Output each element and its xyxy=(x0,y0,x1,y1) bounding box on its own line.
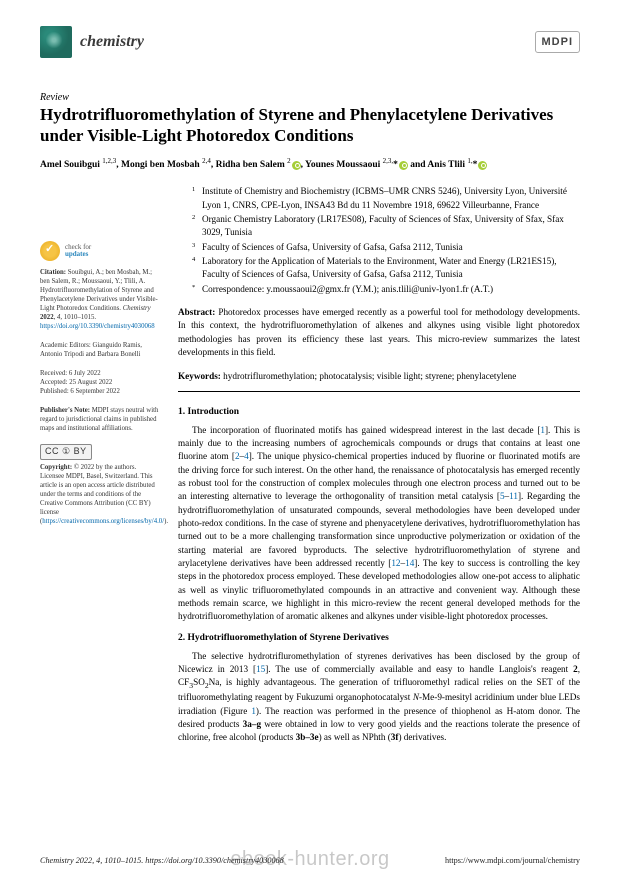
keywords-text: hydrotrifluromethylation; photocatalysis… xyxy=(223,371,516,381)
page: chemistry MDPI Review Hydrotrifluorometh… xyxy=(0,0,620,877)
date-published: Published: 6 September 2022 xyxy=(40,388,160,397)
affiliation-item: 4Laboratory for the Application of Mater… xyxy=(192,255,580,282)
check-updates-text: check for updates xyxy=(65,244,91,259)
publisher-note-block: Publisher's Note: MDPI stays neutral wit… xyxy=(40,407,160,434)
abstract-text: Photoredox processes have emerged recent… xyxy=(178,307,580,357)
pubnote-label: Publisher's Note: xyxy=(40,407,90,414)
article-type: Review xyxy=(40,92,580,103)
date-accepted: Accepted: 25 August 2022 xyxy=(40,379,160,388)
article-title: Hydrotrifluoromethylation of Styrene and… xyxy=(40,105,580,146)
affiliation-item: 2Organic Chemistry Laboratory (LR17ES08)… xyxy=(192,213,580,240)
watermark: ebook-hunter.org xyxy=(230,848,389,871)
journal-logo-icon xyxy=(40,26,72,58)
affiliation-item: 1Institute of Chemistry and Biochemistry… xyxy=(192,185,580,212)
section-1-heading: 1. Introduction xyxy=(178,406,580,420)
dates-block: Received: 6 July 2022 Accepted: 25 Augus… xyxy=(40,370,160,397)
citation-label: Citation: xyxy=(40,269,66,276)
journal-brand: chemistry xyxy=(40,26,144,58)
correspondence-item: *Correspondence: y.moussaoui2@gmx.fr (Y.… xyxy=(192,283,580,296)
divider xyxy=(178,391,580,392)
publisher-logo: MDPI xyxy=(535,31,581,53)
abstract: Abstract: Photoredox processes have emer… xyxy=(178,306,580,359)
affiliation-item: 3Faculty of Sciences of Gafsa, Universit… xyxy=(192,241,580,254)
section-2-body: The selective hydrotrifluromethylation o… xyxy=(178,650,580,745)
editors-label: Academic Editors: xyxy=(40,342,91,349)
check-for-updates[interactable]: check for updates xyxy=(40,241,160,261)
affiliation-list: 1Institute of Chemistry and Biochemistry… xyxy=(192,185,580,296)
editors-block: Academic Editors: Gianguido Ramis, Anton… xyxy=(40,342,160,360)
date-received: Received: 6 July 2022 xyxy=(40,370,160,379)
copyright-text: © 2022 by the authors. Licensee MDPI, Ba… xyxy=(40,464,168,525)
check-updates-icon xyxy=(40,241,60,261)
cc-by-icon: CC ① BY xyxy=(40,444,92,460)
sidebar: check for updates Citation: Souibgui, A.… xyxy=(40,185,160,752)
author-list: Amel Souibgui 1,2,3, Mongi ben Mosbah 2,… xyxy=(40,156,580,173)
header-row: chemistry MDPI xyxy=(40,26,580,58)
citation-block: Citation: Souibgui, A.; ben Mosbah, M.; … xyxy=(40,269,160,332)
two-column-layout: check for updates Citation: Souibgui, A.… xyxy=(40,185,580,752)
citation-text: Souibgui, A.; ben Mosbah, M.; ben Salem,… xyxy=(40,269,158,330)
section-2-heading: 2. Hydrotrifluoromethylation of Styrene … xyxy=(178,632,580,646)
main-column: 1Institute of Chemistry and Biochemistry… xyxy=(178,185,580,752)
section-1-body: The incorporation of fluorinated motifs … xyxy=(178,424,580,624)
footer-right: https://www.mdpi.com/journal/chemistry xyxy=(445,856,580,865)
journal-name: chemistry xyxy=(80,33,144,51)
keywords: Keywords: hydrotrifluromethylation; phot… xyxy=(178,370,580,383)
license-block: CC ① BY Copyright: © 2022 by the authors… xyxy=(40,444,160,527)
copyright-label: Copyright: xyxy=(40,464,72,471)
